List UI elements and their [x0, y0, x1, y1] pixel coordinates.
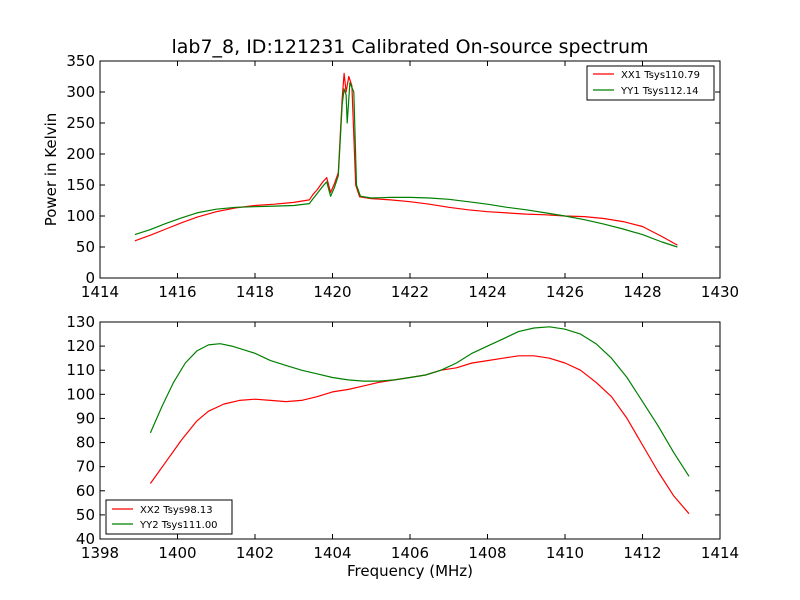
bottom-ytick-label: 100 — [66, 385, 95, 403]
bottom-ytick-label: 50 — [76, 506, 95, 524]
top-legend-box — [586, 65, 715, 101]
top-xtick-label: 1428 — [623, 283, 661, 301]
bottom-xtick-label: 1414 — [701, 544, 739, 562]
top-xtick-label: 1418 — [236, 283, 274, 301]
bottom-ytick-label: 40 — [76, 530, 95, 548]
top-ytick-label: 300 — [66, 83, 95, 101]
bottom-ytick-label: 120 — [66, 337, 95, 355]
bottom-plot-lines — [149, 326, 690, 515]
bottom-xtick-label: 1402 — [236, 544, 274, 562]
top-xtick-label: 1422 — [391, 283, 429, 301]
bottom-plot-legend: XX2 Tsys98.13 YY2 Tsys111.00 — [105, 499, 233, 535]
bottom-xtick-label: 1406 — [391, 544, 429, 562]
top-legend-xx1-label: XX1 Tsys110.79 — [621, 70, 700, 81]
bottom-xtick-label: 1410 — [546, 544, 584, 562]
bottom-spectrum-plot: 1398 1400 1402 1404 1406 1408 1410 1412 1414 40 50… — [66, 313, 739, 580]
top-xtick-label: 1416 — [158, 283, 196, 301]
bottom-xtick-label: 1398 — [81, 544, 119, 562]
top-plot-ticks: 1414 1416 1418 1420 1422 1424 1426 1428 1430 0 50 1… — [66, 52, 739, 301]
top-legend-yy1-label: YY1 Tsys112.14 — [620, 86, 699, 97]
top-plot-ylabel: Power in Kelvin — [42, 113, 60, 227]
bottom-plot-xlabel: Frequency (MHz) — [347, 562, 473, 580]
top-ytick-label: 250 — [66, 114, 95, 132]
bottom-xtick-label: 1400 — [158, 544, 196, 562]
top-xtick-label: 1420 — [313, 283, 351, 301]
bottom-ytick-label: 130 — [66, 313, 95, 331]
top-plot-lines — [134, 72, 678, 248]
bottom-ytick-label: 70 — [76, 458, 95, 476]
bottom-xtick-label: 1408 — [468, 544, 506, 562]
top-ytick-label: 200 — [66, 145, 95, 163]
bottom-series-line-2 — [149, 326, 690, 477]
bottom-ytick-label: 60 — [76, 482, 95, 500]
top-ytick-label: 350 — [66, 52, 95, 70]
top-ytick-label: 100 — [66, 207, 95, 225]
top-plot-legend: XX1 Tsys110.79 YY1 Tsys112.14 — [586, 65, 715, 101]
figure-title: lab7_8, ID:121231 Calibrated On-source s… — [171, 36, 648, 58]
bottom-legend-box — [105, 499, 233, 535]
bottom-series-line-1 — [149, 355, 690, 515]
bottom-xtick-label: 1404 — [313, 544, 351, 562]
top-series-line-1 — [134, 72, 678, 246]
top-series-line-2 — [134, 82, 678, 248]
top-ytick-label: 50 — [76, 238, 95, 256]
bottom-ytick-label: 80 — [76, 434, 95, 452]
bottom-plot-ticks: 1398 1400 1402 1404 1406 1408 1410 1412 1414 40 50… — [66, 313, 739, 562]
bottom-legend-xx2-label: XX2 Tsys98.13 — [140, 505, 213, 516]
top-xtick-label: 1424 — [468, 283, 506, 301]
top-xtick-label: 1426 — [546, 283, 584, 301]
bottom-xtick-label: 1412 — [623, 544, 661, 562]
top-spectrum-plot: 1414 1416 1418 1420 1422 1424 1426 1428 1430 0 50 1… — [42, 52, 739, 301]
top-xtick-label: 1430 — [701, 283, 739, 301]
bottom-legend-yy2-label: YY2 Tsys111.00 — [139, 520, 218, 531]
top-ytick-label: 150 — [66, 176, 95, 194]
top-xtick-label: 1414 — [81, 283, 119, 301]
bottom-ytick-label: 110 — [66, 361, 95, 379]
bottom-ytick-label: 90 — [76, 409, 95, 427]
top-ytick-label: 0 — [85, 269, 95, 287]
